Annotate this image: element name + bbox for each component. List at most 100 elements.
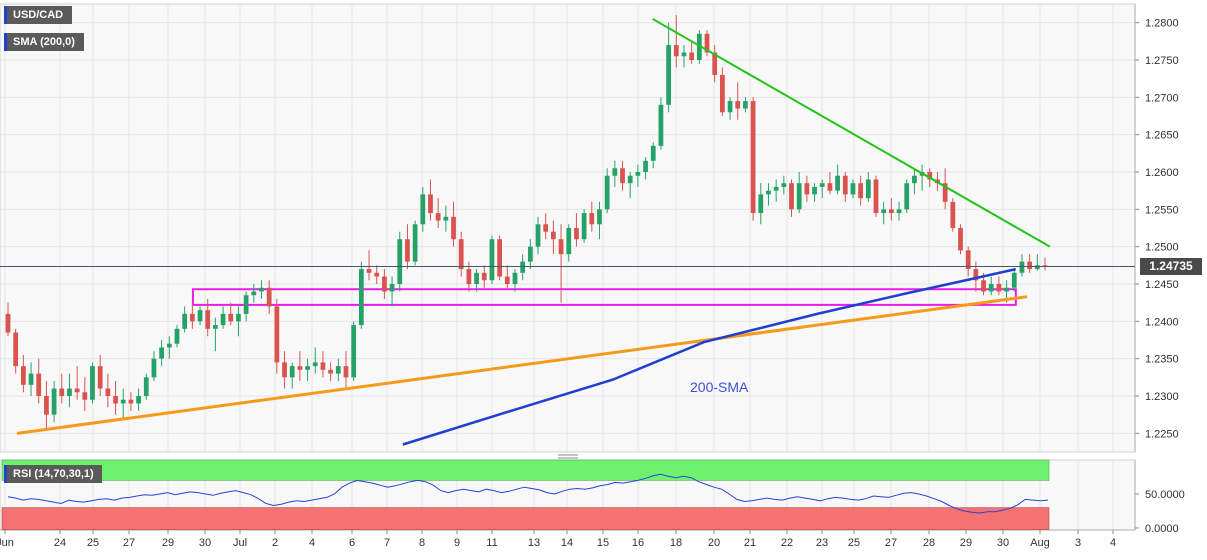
candle-body bbox=[712, 52, 718, 75]
candle bbox=[305, 358, 310, 382]
candle-body bbox=[996, 284, 1002, 292]
resistance-trendline bbox=[652, 18, 1051, 248]
candle bbox=[343, 351, 349, 389]
candle-body bbox=[36, 373, 42, 396]
candle-body bbox=[20, 366, 26, 385]
candle-body bbox=[750, 101, 756, 214]
candle-body bbox=[842, 175, 848, 195]
candle bbox=[358, 261, 364, 329]
candle-body bbox=[474, 272, 479, 284]
candle bbox=[904, 179, 910, 214]
candle-body bbox=[789, 183, 794, 210]
y-tick-label: 1.2350 bbox=[1145, 354, 1179, 366]
candle-body bbox=[44, 396, 49, 415]
candle bbox=[942, 168, 948, 210]
candle-body bbox=[635, 172, 641, 176]
candle-body bbox=[205, 310, 211, 329]
candle bbox=[159, 340, 165, 367]
candle bbox=[543, 213, 549, 240]
candle bbox=[13, 328, 19, 374]
x-tick-label: Jul bbox=[233, 537, 247, 549]
x-tick-label: 3 bbox=[1075, 537, 1081, 549]
candle bbox=[220, 306, 226, 329]
candle-body bbox=[289, 366, 295, 378]
candle-body bbox=[819, 183, 825, 187]
candle-body bbox=[673, 45, 679, 57]
candle bbox=[773, 179, 779, 202]
candle-body bbox=[812, 186, 817, 195]
candle bbox=[320, 351, 326, 378]
candle-body bbox=[5, 313, 11, 333]
candle-body bbox=[888, 209, 894, 214]
candle bbox=[597, 201, 602, 240]
candle-body bbox=[143, 377, 149, 396]
candle bbox=[128, 392, 134, 411]
candle-body bbox=[266, 287, 272, 307]
candle-body bbox=[228, 313, 234, 322]
candle bbox=[527, 239, 533, 270]
candle bbox=[1011, 269, 1017, 292]
candle-body bbox=[67, 388, 72, 396]
candle-body bbox=[366, 269, 372, 273]
candle bbox=[74, 366, 80, 400]
candle-body bbox=[97, 366, 103, 389]
candle-body bbox=[597, 209, 602, 225]
candle bbox=[850, 179, 856, 199]
candle bbox=[1027, 254, 1033, 273]
candle bbox=[512, 269, 518, 292]
candle-body bbox=[120, 399, 126, 404]
candle-body bbox=[535, 224, 541, 247]
candle-body bbox=[220, 313, 226, 326]
candle-body bbox=[958, 228, 963, 251]
candle bbox=[20, 354, 26, 393]
candle bbox=[566, 224, 572, 262]
y-tick-label: 1.2750 bbox=[1145, 55, 1179, 67]
x-tick-label: 6 bbox=[349, 537, 355, 549]
candle bbox=[251, 284, 257, 303]
candle-body bbox=[643, 160, 648, 172]
candle bbox=[382, 269, 387, 299]
candle-body bbox=[13, 332, 19, 367]
candle-body bbox=[82, 392, 88, 400]
x-tick-label: 24 bbox=[54, 537, 66, 549]
candle bbox=[113, 381, 118, 415]
y-tick-label: 1.2400 bbox=[1145, 316, 1179, 328]
candle bbox=[558, 224, 564, 303]
candle bbox=[1042, 257, 1048, 271]
candle-body bbox=[896, 209, 902, 214]
candle-body bbox=[312, 362, 318, 367]
candle bbox=[90, 362, 95, 404]
candle-body bbox=[320, 362, 326, 370]
candle-body bbox=[942, 183, 948, 202]
candle-body bbox=[927, 172, 933, 180]
candle bbox=[28, 362, 34, 396]
candle bbox=[696, 30, 702, 64]
candle-body bbox=[604, 175, 610, 210]
candle bbox=[481, 265, 487, 288]
x-tick-label: 7 bbox=[384, 537, 390, 549]
candle bbox=[259, 280, 264, 299]
candle bbox=[689, 41, 695, 64]
candle-body bbox=[397, 239, 403, 284]
candle bbox=[581, 209, 587, 243]
candle-body bbox=[282, 362, 287, 378]
y-tick-label: 1.2300 bbox=[1145, 391, 1179, 403]
candle bbox=[289, 362, 295, 389]
candle-body bbox=[274, 306, 280, 363]
candle bbox=[627, 172, 633, 199]
candle bbox=[681, 45, 687, 68]
candle bbox=[658, 97, 664, 150]
candle-body bbox=[666, 45, 671, 105]
candle-body bbox=[297, 366, 303, 370]
candle-body bbox=[1019, 261, 1025, 273]
candle bbox=[520, 254, 526, 281]
candle bbox=[136, 388, 141, 411]
candle bbox=[819, 179, 825, 199]
candle bbox=[412, 220, 418, 266]
candle bbox=[958, 224, 963, 255]
candle bbox=[51, 381, 57, 423]
y-tick-label: 1.2650 bbox=[1145, 130, 1179, 142]
candle-body bbox=[389, 284, 395, 292]
